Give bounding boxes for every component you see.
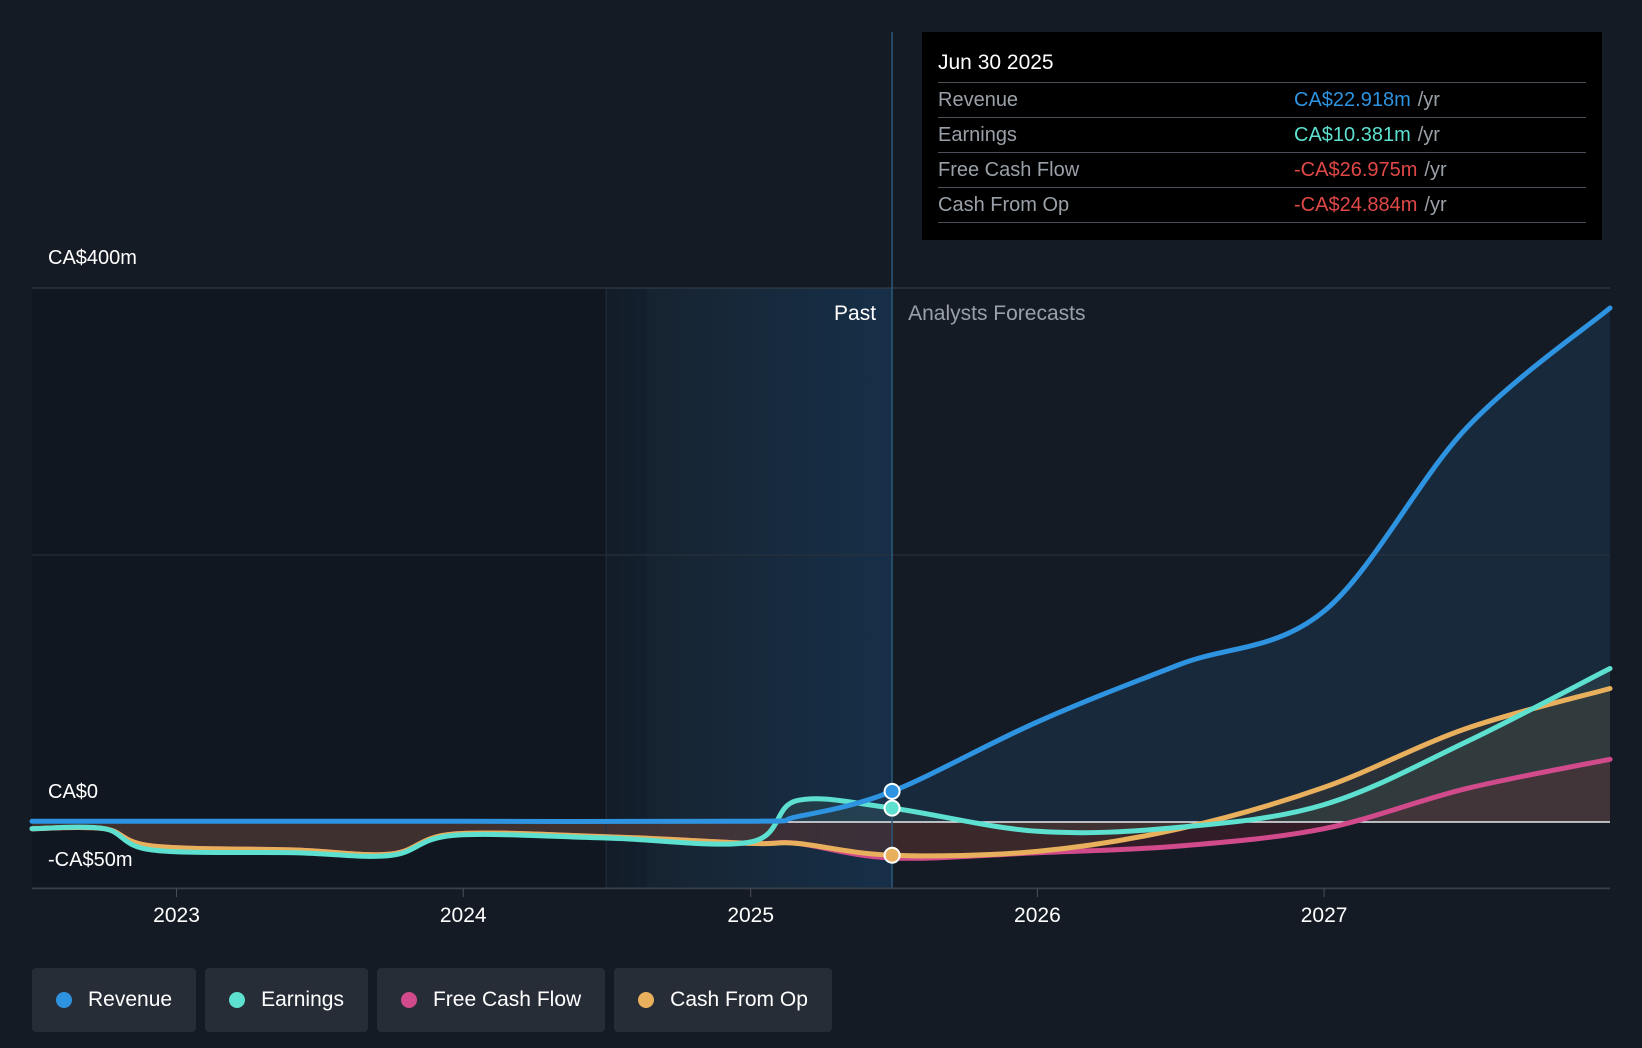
legend-item-earnings[interactable]: Earnings bbox=[205, 968, 368, 1032]
tooltip-date: Jun 30 2025 bbox=[938, 51, 1054, 74]
x-axis-label: 2024 bbox=[440, 904, 487, 927]
line-earnings bbox=[29, 666, 1613, 859]
legend-item-cash-from-op[interactable]: Cash From Op bbox=[614, 968, 832, 1032]
legend-label: Revenue bbox=[88, 988, 173, 1011]
legend: Revenue Earnings Free Cash Flow Cash Fro… bbox=[32, 968, 832, 1032]
tooltip-value: -CA$24.884m bbox=[1294, 193, 1418, 216]
legend-label: Earnings bbox=[261, 988, 344, 1011]
x-axis-label: 2026 bbox=[1014, 904, 1061, 927]
tooltip-label: Cash From Op bbox=[938, 193, 1070, 216]
tooltip-row-free-cash-flow: Free Cash Flow -CA$26.975m /yr bbox=[938, 152, 1586, 187]
plot-background-left bbox=[32, 288, 647, 888]
tooltip-row-revenue: Revenue CA$22.918m /yr bbox=[938, 82, 1586, 117]
tooltip-value: CA$22.918m bbox=[1294, 88, 1411, 111]
tooltip-row-earnings: Earnings CA$10.381m /yr bbox=[938, 117, 1586, 152]
tooltip-unit: /yr bbox=[1417, 123, 1440, 146]
tooltip-row-cash-from-op: Cash From Op -CA$24.884m /yr bbox=[938, 187, 1586, 223]
legend-label: Free Cash Flow bbox=[432, 988, 582, 1011]
area-earnings bbox=[32, 668, 1610, 857]
marker-revenue bbox=[883, 782, 901, 800]
tooltip-unit: /yr bbox=[1417, 88, 1440, 111]
marker-cash-from-op bbox=[883, 846, 901, 864]
forecast-label: Analysts Forecasts bbox=[908, 302, 1085, 325]
y-axis-label: CA$400m bbox=[48, 247, 137, 269]
chart: CA$400m CA$0 -CA$50m 2023 2024 2025 2026 2027 Pa… bbox=[29, 32, 1613, 927]
tooltip-label: Earnings bbox=[938, 123, 1017, 146]
x-axis-label: 2023 bbox=[153, 904, 200, 927]
area-revenue bbox=[32, 308, 1610, 822]
x-axis-label: 2025 bbox=[727, 904, 774, 927]
line-cash-from-op bbox=[29, 686, 1613, 859]
tooltip-unit: /yr bbox=[1424, 158, 1447, 181]
past-label: Past bbox=[834, 302, 876, 325]
y-axis-label: -CA$50m bbox=[48, 849, 132, 871]
revenue-dot-icon bbox=[56, 992, 72, 1008]
legend-item-free-cash-flow[interactable]: Free Cash Flow bbox=[376, 968, 606, 1032]
tooltip-label: Free Cash Flow bbox=[938, 158, 1080, 181]
x-axis-label: 2027 bbox=[1301, 904, 1348, 927]
tooltip-value: -CA$26.975m bbox=[1294, 158, 1418, 181]
marker-earnings bbox=[883, 799, 901, 817]
legend-label: Cash From Op bbox=[670, 988, 808, 1011]
area-free-cash-flow bbox=[32, 759, 1610, 859]
tooltip-unit: /yr bbox=[1424, 193, 1447, 216]
tooltip: Jun 30 2025 Revenue CA$22.918m /yr Earni… bbox=[922, 32, 1602, 240]
cash-from-op-dot-icon bbox=[638, 992, 655, 1008]
legend-item-revenue[interactable]: Revenue bbox=[32, 968, 197, 1032]
free-cash-flow-dot-icon bbox=[400, 992, 417, 1008]
tooltip-label: Revenue bbox=[938, 88, 1019, 111]
past-region bbox=[606, 288, 893, 888]
tooltip-value: CA$10.381m bbox=[1294, 123, 1411, 146]
earnings-dot-icon bbox=[229, 992, 246, 1008]
y-axis-label: CA$0 bbox=[48, 781, 98, 803]
